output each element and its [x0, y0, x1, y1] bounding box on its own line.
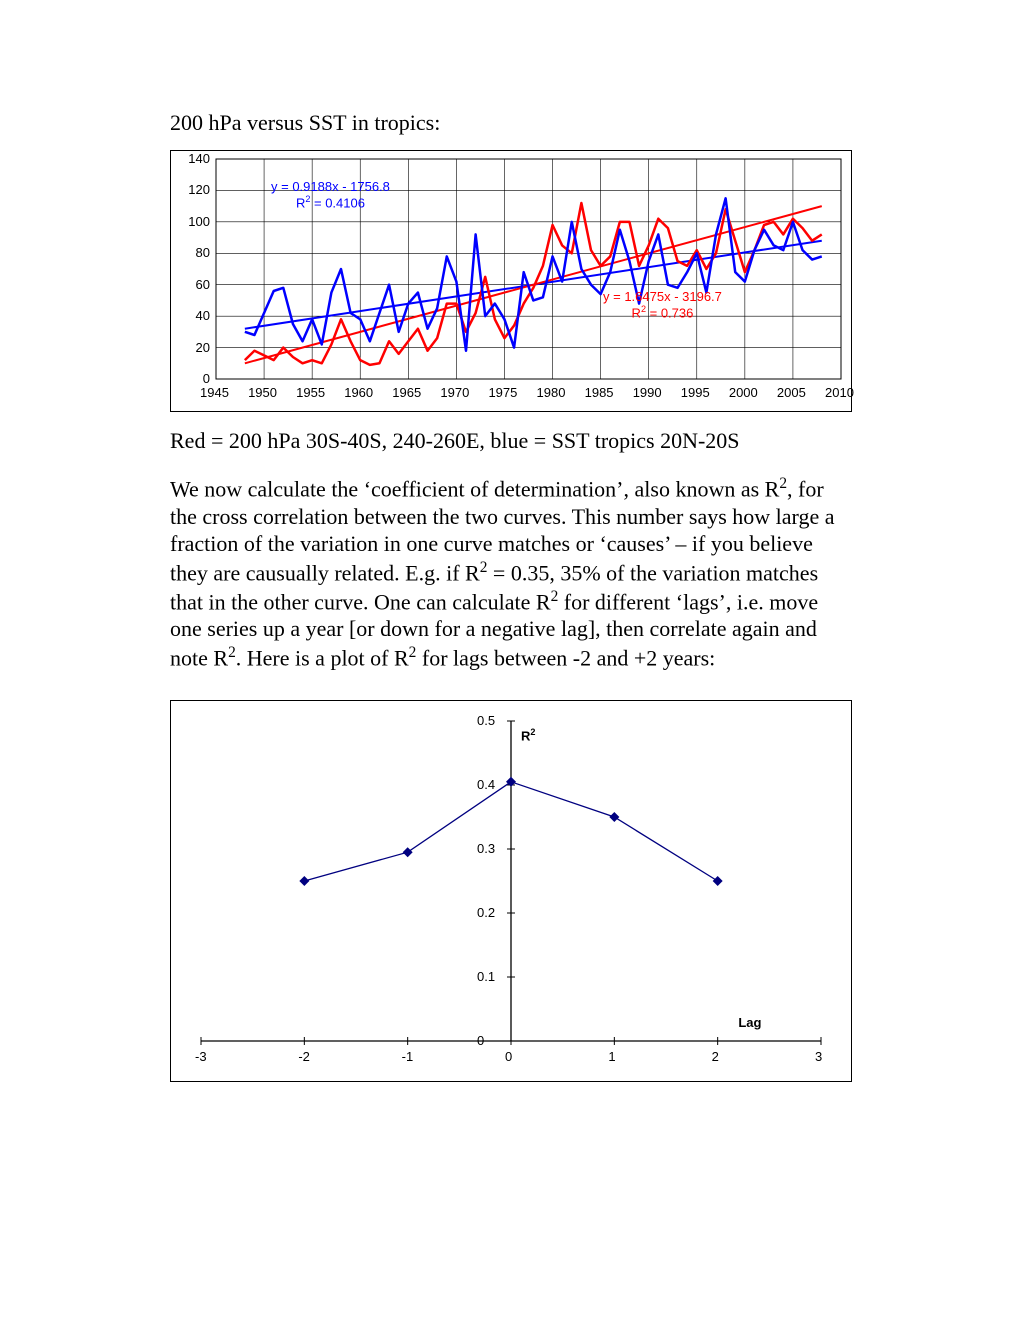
chart2-y-tick: 0.2 — [477, 905, 495, 920]
chart1-x-tick: 1995 — [681, 385, 710, 400]
chart1-x-tick: 1985 — [585, 385, 614, 400]
chart1-x-tick: 1950 — [248, 385, 277, 400]
chart1-x-tick: 1970 — [440, 385, 469, 400]
chart1-x-tick: 1955 — [296, 385, 325, 400]
chart1-x-tick: 1980 — [537, 385, 566, 400]
chart1-eq-blue: y = 0.9188x - 1756.8R2 = 0.4106 — [271, 179, 390, 210]
chart2-x-tick: -2 — [298, 1049, 310, 1064]
chart1-caption: Red = 200 hPa 30S-40S, 240-260E, blue = … — [170, 428, 850, 454]
chart2-x-tick: 3 — [815, 1049, 822, 1064]
chart1-y-tick: 0 — [203, 371, 210, 386]
chart-timeseries: 0 20 40 60 80 100 120 140 1945 1950 1955 1960 1965 19… — [170, 150, 852, 412]
chart1-x-tick: 2000 — [729, 385, 758, 400]
chart1-y-tick: 120 — [188, 182, 210, 197]
body-paragraph: We now calculate the ‘coefficient of det… — [170, 474, 850, 672]
chart1-y-tick: 80 — [196, 245, 210, 260]
chart2-ylabel: R2 — [521, 727, 535, 743]
chart1-y-tick: 140 — [188, 151, 210, 166]
chart1-x-tick: 2010 — [825, 385, 854, 400]
chart1-x-tick: 1945 — [200, 385, 229, 400]
chart2-xlabel: Lag — [738, 1015, 761, 1030]
chart1-x-tick: 1965 — [392, 385, 421, 400]
chart2-x-tick: -1 — [402, 1049, 414, 1064]
chart2-y-tick: 0.3 — [477, 841, 495, 856]
chart1-y-tick: 20 — [196, 340, 210, 355]
chart1-x-tick: 1990 — [633, 385, 662, 400]
chart2-y-tick: 0.4 — [477, 777, 495, 792]
chart2-x-tick: -3 — [195, 1049, 207, 1064]
chart2-y-tick: 0.5 — [477, 713, 495, 728]
chart1-x-tick: 2005 — [777, 385, 806, 400]
chart2-y-tick: 0 — [477, 1033, 484, 1048]
page-title: 200 hPa versus SST in tropics: — [170, 110, 850, 136]
chart1-y-tick: 60 — [196, 277, 210, 292]
chart2-x-tick: 2 — [712, 1049, 719, 1064]
chart1-x-tick: 1960 — [344, 385, 373, 400]
chart2-x-tick: 0 — [505, 1049, 512, 1064]
chart2-x-tick: 1 — [608, 1049, 615, 1064]
chart1-eq-red: y = 1.6475x - 3196.7R2 = 0.736 — [603, 289, 722, 320]
chart1-x-tick: 1975 — [488, 385, 517, 400]
chart1-y-tick: 100 — [188, 214, 210, 229]
chart-lag-r2: 0 0.1 0.2 0.3 0.4 0.5 -3 -2 -1 0 1 2 3 R2 Lag — [170, 700, 852, 1082]
chart2-y-tick: 0.1 — [477, 969, 495, 984]
chart1-y-tick: 40 — [196, 308, 210, 323]
